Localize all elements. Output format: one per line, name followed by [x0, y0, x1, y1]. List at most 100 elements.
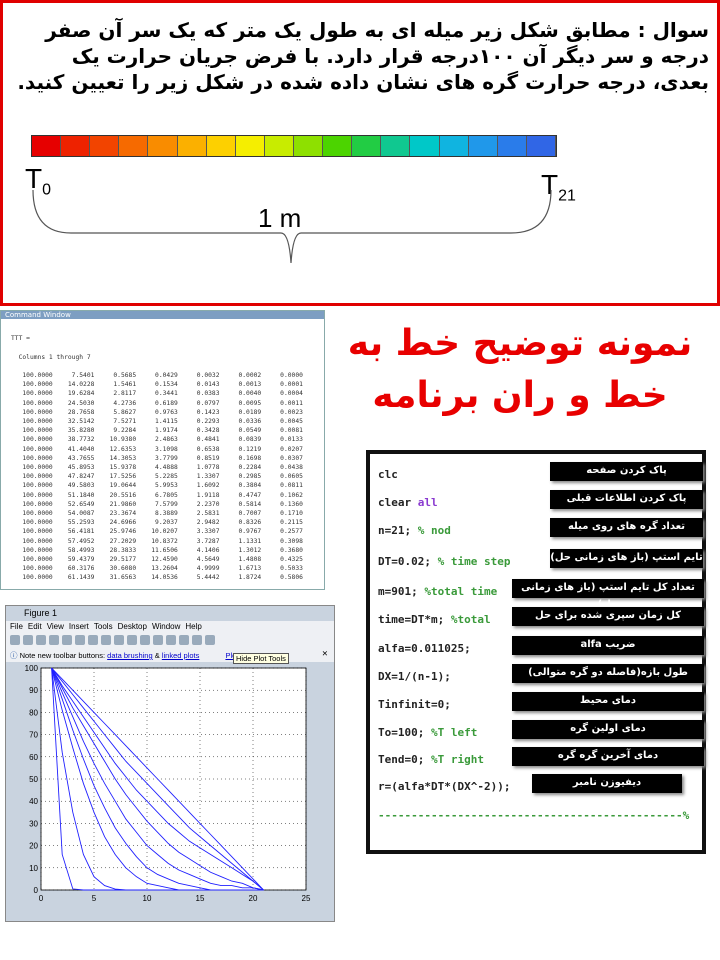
data-cursor-icon[interactable]	[127, 635, 137, 645]
show-tools-icon[interactable]	[205, 635, 215, 645]
length-brace	[32, 189, 552, 264]
code-text: To=100;	[378, 726, 431, 739]
pointer-icon[interactable]	[62, 635, 72, 645]
link-icon[interactable]	[153, 635, 163, 645]
code-explanation-label: دیفیوزن نامبر	[532, 774, 682, 793]
figure-title: Figure 1	[24, 608, 58, 618]
legend-icon[interactable]	[179, 635, 189, 645]
save-icon[interactable]	[36, 635, 46, 645]
code-text: n=21;	[378, 524, 418, 537]
length-label: 1 m	[258, 203, 302, 233]
hide-tools-icon[interactable]	[192, 635, 202, 645]
code-text: alfa=0.011025;	[378, 642, 471, 655]
menu-help[interactable]: Help	[185, 622, 202, 631]
code-text: m=901;	[378, 585, 425, 598]
rod-segment	[148, 136, 178, 156]
menu-edit[interactable]: Edit	[27, 622, 42, 631]
code-explanation-label: کل زمان سپری شده برای حل	[512, 607, 704, 626]
code-line: alfa=0.011025;	[378, 642, 471, 655]
x-tick-label: 15	[196, 894, 205, 903]
data-brushing-link[interactable]: data brushing	[107, 651, 153, 660]
menu-window[interactable]: Window	[151, 622, 181, 631]
close-icon[interactable]: ✕	[321, 649, 328, 658]
temperature-plot: 0 5 10 15 20 25 0 10 20 30 40 50 60 70 80 90 100	[25, 664, 311, 903]
print-icon[interactable]	[49, 635, 59, 645]
y-tick-label: 0	[34, 886, 39, 895]
x-tick-label: 20	[249, 894, 258, 903]
code-line: Tend=0; %T right	[378, 753, 484, 766]
x-tick-label: 25	[302, 894, 311, 903]
section-heading: نمونه توضیح خط به خط و ران برنامه	[345, 318, 695, 422]
question-panel: سوال : مطابق شکل زیر میله ای به طول یک م…	[0, 0, 720, 306]
question-text: سوال : مطابق شکل زیر میله ای به طول یک م…	[17, 18, 709, 94]
rod-segment	[264, 136, 294, 156]
plot-tools-link[interactable]: Plo	[225, 651, 237, 660]
rotate-icon[interactable]	[114, 635, 124, 645]
rod-segment	[468, 136, 498, 156]
temperature-profile-line	[51, 667, 264, 891]
rod-segment	[497, 136, 527, 156]
y-tick-label: 10	[29, 864, 38, 873]
linked-plots-link[interactable]: linked plots	[161, 651, 200, 660]
menu-view[interactable]: View	[46, 622, 64, 631]
rod-segment	[61, 136, 91, 156]
code-line: n=21; % nod	[378, 524, 451, 537]
code-text: clear	[378, 496, 418, 509]
temperature-profile-line	[51, 667, 264, 891]
brush-icon[interactable]	[140, 635, 150, 645]
x-tick-label: 10	[143, 894, 152, 903]
code-divider: ----------------------------------------…	[378, 809, 690, 822]
code-comment: % nod	[417, 524, 451, 537]
figure-menubar: File Edit View Insert Tools Desktop Window Help	[6, 621, 334, 633]
code-text: DX=1/(n-1);	[378, 670, 451, 683]
y-tick-label: 90	[29, 686, 38, 695]
y-tick-label: 80	[29, 708, 38, 717]
x-tick-label: 5	[92, 894, 97, 903]
y-tick-label: 70	[29, 731, 38, 740]
rod-segment	[352, 136, 382, 156]
rod-segment	[293, 136, 324, 156]
rod-segment	[235, 136, 265, 156]
code-comment: %T left	[430, 726, 478, 739]
code-line: DT=0.02; % time step	[378, 555, 510, 568]
code-comment: %total time	[424, 585, 498, 598]
colorbar-icon[interactable]	[166, 635, 176, 645]
menu-tools[interactable]: Tools	[93, 622, 113, 631]
code-explanation-label: دمای محیط	[512, 692, 704, 711]
code-explanation-label: پاک کردن اطلاعات قبلی	[550, 490, 703, 509]
code-text: Tinfinit=0;	[378, 698, 451, 711]
code-keyword: all	[417, 496, 438, 509]
x-tick-label: 0	[39, 894, 44, 903]
toolbar-note: ⓘ Note new toolbar buttons: data brushin…	[6, 648, 334, 664]
code-comment: % time step	[437, 555, 511, 568]
note-text: Note new toolbar buttons:	[19, 651, 106, 660]
menu-desktop[interactable]: Desktop	[117, 622, 147, 631]
code-comment: %total	[450, 613, 491, 626]
heading-line-2: خط و ران برنامه	[372, 375, 668, 416]
command-window-title: Command Window	[1, 311, 324, 319]
code-explanation-label: تایم استپ (باز های زمانی حل)	[550, 549, 703, 568]
code-explanation-label: دمای اولین گره	[512, 720, 704, 739]
menu-insert[interactable]: Insert	[68, 622, 89, 631]
code-comment: %T right	[430, 753, 484, 766]
y-tick-label: 60	[29, 753, 38, 762]
t0-label: T0	[25, 163, 52, 199]
code-text: r=(alfa*DT*(DX^-2));	[378, 780, 511, 793]
new-icon[interactable]	[10, 635, 20, 645]
rod-segment	[410, 136, 440, 156]
zoom-in-icon[interactable]	[75, 635, 85, 645]
zoom-out-icon[interactable]	[88, 635, 98, 645]
rod-segment	[119, 136, 149, 156]
heading-line-1: نمونه توضیح خط به	[347, 323, 693, 364]
command-output[interactable]: TTT = Columns 1 through 7 100.0000 7.540…	[11, 335, 303, 582]
menu-file[interactable]: File	[10, 622, 23, 631]
temperature-profile-line	[51, 667, 264, 891]
open-icon[interactable]	[23, 635, 33, 645]
code-line: DX=1/(n-1);	[378, 670, 451, 683]
temperature-profile-line	[51, 667, 264, 891]
code-text: time=DT*m;	[378, 613, 451, 626]
code-text: Tend=0;	[378, 753, 431, 766]
info-icon: ⓘ	[10, 651, 18, 660]
pan-icon[interactable]	[101, 635, 111, 645]
code-explanation-label: دمای آخرین گره گره	[512, 747, 704, 766]
